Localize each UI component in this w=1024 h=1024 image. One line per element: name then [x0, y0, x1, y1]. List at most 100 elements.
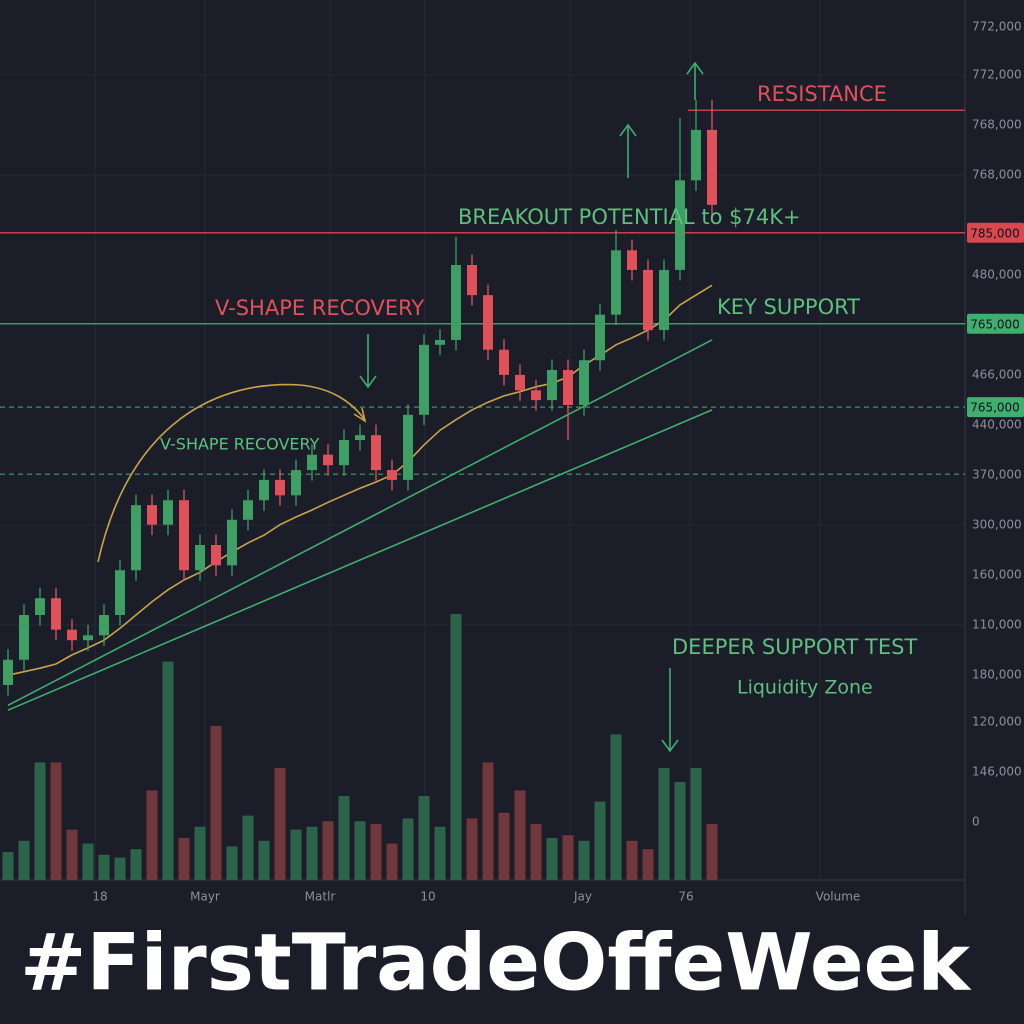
grid [0, 0, 965, 880]
volume-bar [546, 838, 558, 880]
candle-body [339, 440, 349, 466]
x-tick-label: Volume [816, 890, 861, 904]
candle-body [131, 505, 141, 571]
price-tag-label: 765,000 [970, 401, 1020, 415]
y-tick-label: 110,000 [972, 618, 1022, 632]
candle-body [83, 635, 93, 641]
volume-bar [178, 838, 190, 880]
volume-bar [626, 840, 638, 880]
candle-body [355, 435, 365, 440]
volume-bar [322, 821, 334, 880]
annotation: KEY SUPPORT [717, 295, 860, 319]
curved-arrow-head [353, 407, 367, 423]
volume-bar [242, 815, 254, 880]
volume-bar [706, 824, 718, 880]
y-tick-label: 146,000 [972, 765, 1022, 779]
candle-body [451, 265, 461, 340]
candle-body [51, 598, 61, 630]
arrow-up [619, 123, 637, 178]
trend-line [7, 284, 713, 676]
y-tick-label: 300,000 [972, 518, 1022, 532]
candle-body [579, 360, 589, 405]
price-tag-label: 785,000 [970, 226, 1020, 240]
candle-body [307, 454, 317, 471]
candle-body [691, 129, 701, 181]
annotation: V-SHAPE RECOVERY [215, 296, 424, 320]
candle-body [499, 349, 509, 375]
candle-body [435, 339, 445, 345]
volume-bar [530, 824, 542, 880]
candle-body [323, 454, 333, 466]
volume-bar [370, 824, 382, 880]
volume-bar [658, 768, 670, 880]
curved-arrow [97, 383, 366, 563]
candle-body [659, 269, 669, 331]
price-tag [967, 397, 1024, 418]
candle-body [675, 180, 685, 270]
candle-body [3, 659, 13, 685]
volume-bar [354, 821, 366, 880]
volume-bar [338, 796, 350, 880]
x-tick-label: 76 [678, 890, 693, 904]
volume-bar [34, 762, 46, 880]
x-tick-label: Matlr [305, 890, 336, 904]
candle-body [707, 129, 717, 205]
price-tag [967, 222, 1024, 243]
arrow-down [661, 668, 679, 753]
y-tick-label: 480,000 [972, 268, 1022, 282]
annotation: DEEPER SUPPORT TEST [672, 635, 917, 659]
candle-body [115, 570, 125, 615]
x-tick-label: 18 [92, 890, 107, 904]
candle-body [195, 545, 205, 571]
volume-bar [562, 835, 574, 880]
volume-bar [578, 840, 590, 880]
volume-bar [290, 829, 302, 880]
candle-body [275, 479, 285, 496]
volume-bar [18, 840, 30, 880]
volume-bar [274, 768, 286, 880]
volume-bar [306, 826, 318, 880]
volume-bar [210, 726, 222, 880]
candle-body [259, 479, 269, 501]
candle-body [371, 435, 381, 471]
candle-body [403, 414, 413, 480]
annotation: Liquidity Zone [737, 677, 873, 699]
annotation: RESISTANCE [757, 82, 887, 106]
volume-bar [418, 796, 430, 880]
x-tick-label: Mayr [190, 890, 220, 904]
price-tag [967, 313, 1024, 334]
candle-body [419, 344, 429, 415]
candle-body [35, 598, 45, 615]
candle-body [611, 250, 621, 315]
banner-title: #FirstTradeOffeWeek [20, 918, 972, 1008]
y-tick-label: 0 [972, 815, 980, 829]
candle-body [483, 295, 493, 350]
volume-bar [2, 852, 14, 880]
candle-body [227, 519, 237, 566]
plot: 785,000 765,000 765,000 772,000 772,000 768,0… [0, 20, 1024, 904]
volume-bar [386, 843, 398, 880]
candle-body [595, 314, 605, 361]
volume-bar [674, 782, 686, 880]
volume-bar [482, 762, 494, 880]
annotation: V-SHAPE RECOVERY [160, 435, 320, 454]
y-tick-label: 160,000 [972, 568, 1022, 582]
y-tick-label: 772,000 [972, 20, 1022, 34]
candle-body [547, 370, 557, 401]
candle-body [467, 265, 477, 296]
volume-bar [402, 818, 414, 880]
candle-body [99, 615, 109, 636]
volume-bar [114, 857, 126, 880]
arrow-down [359, 334, 377, 389]
candle-body [291, 470, 301, 496]
y-tick-label: 440,000 [972, 418, 1022, 432]
candle-body [179, 500, 189, 571]
candle-body [515, 374, 525, 391]
volume-bar [194, 826, 206, 880]
candle-body [243, 500, 253, 520]
volume-bar [258, 840, 270, 880]
arrow-up [686, 61, 704, 100]
candle-body [163, 500, 173, 525]
arrows [97, 61, 704, 753]
volume-bar [98, 854, 110, 880]
